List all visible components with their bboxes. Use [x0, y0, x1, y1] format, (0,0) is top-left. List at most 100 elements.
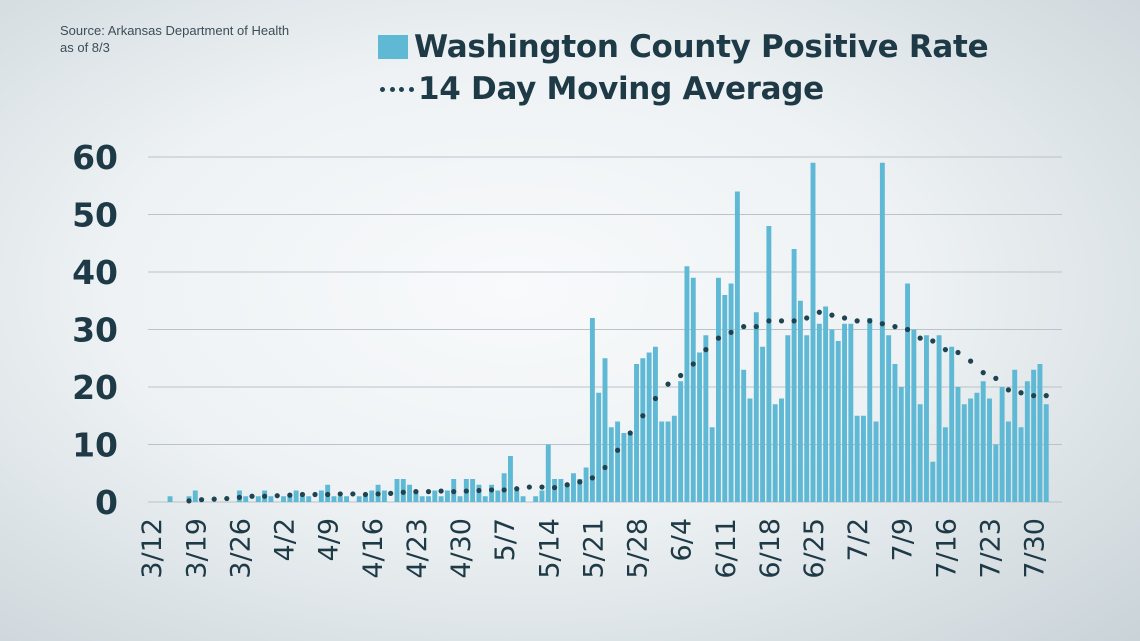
- bar: [539, 490, 545, 502]
- bar: [797, 300, 803, 502]
- bar: [268, 496, 274, 502]
- chart-legend: Washington County Positive Rate 14 Day M…: [378, 26, 989, 110]
- moving-average-series: [186, 309, 1049, 504]
- moving-average-point: [665, 381, 671, 387]
- bar: [716, 277, 721, 502]
- bar: [457, 496, 463, 502]
- bar: [627, 433, 633, 502]
- x-tick-label: 6/4: [667, 518, 698, 561]
- legend-item-positive-rate: Washington County Positive Rate: [378, 26, 989, 68]
- moving-average-point: [778, 318, 785, 324]
- bar: [293, 490, 299, 502]
- moving-average-point: [274, 493, 280, 499]
- moving-average-point: [715, 335, 722, 341]
- moving-average-point: [186, 498, 192, 504]
- bar: [848, 323, 854, 502]
- moving-average-point: [980, 370, 986, 376]
- bar: [987, 398, 992, 502]
- moving-average-point: [198, 497, 205, 503]
- bar: [192, 490, 198, 502]
- bar: [823, 306, 829, 502]
- bar: [331, 496, 337, 502]
- moving-average-point: [438, 488, 444, 494]
- moving-average-point: [627, 430, 633, 436]
- bar: [753, 312, 759, 502]
- moving-average-point: [589, 475, 595, 481]
- moving-average-point: [652, 395, 659, 402]
- moving-average-point: [993, 375, 999, 381]
- moving-average-point: [577, 479, 583, 485]
- moving-average-point: [678, 372, 684, 379]
- moving-average-point: [804, 315, 810, 321]
- bar: [621, 433, 627, 502]
- bar: [930, 461, 936, 502]
- moving-average-point: [1018, 390, 1024, 396]
- bar: [886, 335, 892, 502]
- x-tick-label: 6/11: [711, 518, 742, 579]
- bar: [898, 387, 904, 502]
- x-tick-label: 5/14: [534, 518, 565, 579]
- bar-swatch-icon: [378, 35, 408, 59]
- x-tick-label: 3/19: [181, 518, 212, 579]
- bar: [942, 427, 948, 502]
- bar: [854, 415, 860, 502]
- bar: [476, 484, 482, 502]
- bar: [955, 387, 961, 502]
- bar: [709, 427, 715, 502]
- bar: [671, 415, 677, 502]
- moving-average-point: [539, 484, 545, 490]
- moving-average-point: [753, 324, 759, 330]
- bar: [810, 162, 816, 502]
- moving-average-point: [451, 489, 457, 495]
- moving-average-point: [514, 486, 520, 492]
- bar: [646, 352, 652, 502]
- moving-average-point: [325, 491, 331, 498]
- y-tick-label: 50: [72, 196, 118, 235]
- bar: [924, 335, 929, 502]
- moving-average-point: [766, 318, 772, 324]
- moving-average-point: [791, 318, 797, 324]
- x-tick-label: 4/16: [358, 518, 389, 579]
- bar: [993, 444, 999, 502]
- bar: [419, 496, 425, 502]
- bar: [829, 329, 835, 502]
- bar: [281, 496, 286, 502]
- bar: [974, 392, 980, 502]
- bar: [363, 496, 368, 502]
- bar: [684, 266, 690, 502]
- moving-average-point: [413, 489, 419, 495]
- bar: [873, 421, 879, 502]
- bar: [1043, 404, 1049, 502]
- moving-average-point: [942, 347, 948, 353]
- bar: [1018, 427, 1024, 502]
- moving-average-point: [968, 358, 974, 364]
- x-tick-label: 5/21: [578, 518, 609, 579]
- moving-average-point: [841, 315, 848, 321]
- bar: [489, 484, 494, 502]
- bar: [665, 421, 671, 502]
- x-tick-label: 4/2: [270, 518, 301, 561]
- bar: [703, 335, 709, 502]
- bar: [407, 484, 413, 502]
- bar: [999, 387, 1005, 502]
- bar: [968, 398, 974, 502]
- bar: [860, 415, 866, 502]
- moving-average-point: [249, 493, 255, 499]
- bar: [299, 496, 305, 502]
- y-tick-label: 20: [72, 368, 118, 407]
- moving-average-point: [615, 447, 621, 453]
- y-tick-label: 30: [72, 311, 118, 350]
- bar: [640, 358, 646, 502]
- bar: [255, 496, 261, 502]
- bar: [734, 191, 740, 502]
- bar: [381, 490, 387, 502]
- x-tick-label: 7/30: [1020, 518, 1051, 579]
- moving-average-point: [1043, 393, 1049, 399]
- bar: [596, 392, 602, 502]
- bar: [722, 295, 728, 502]
- moving-average-point: [1031, 393, 1037, 399]
- source-note: Source: Arkansas Department of Health as…: [60, 22, 289, 56]
- x-tick-label: 4/30: [446, 518, 477, 579]
- bar-series: [167, 162, 1049, 502]
- y-tick-label: 40: [72, 253, 118, 292]
